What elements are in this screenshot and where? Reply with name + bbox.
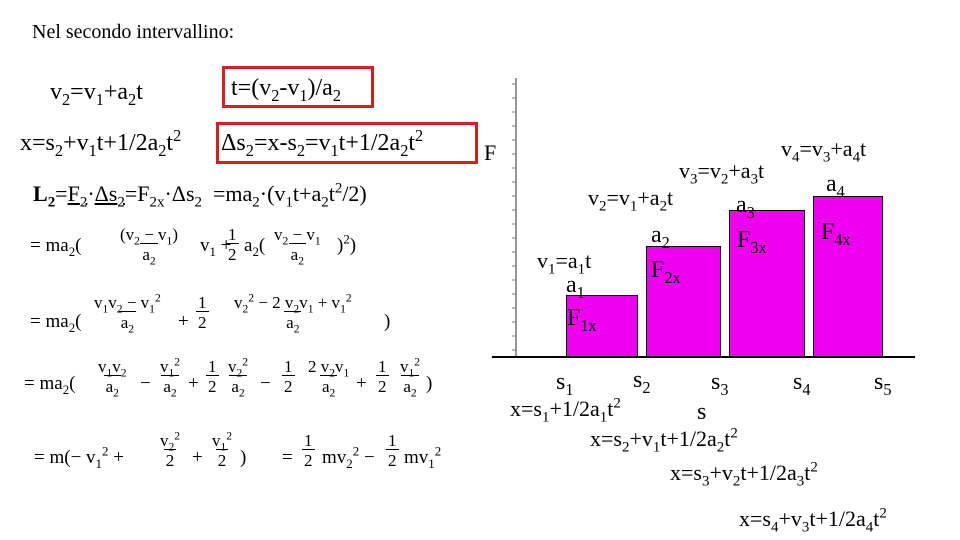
s5-label: s5	[874, 369, 892, 399]
x3-equation: x=s3+v2t+1/2a3t2	[670, 459, 818, 490]
x1-equation: x=s1+1/2a1t2	[510, 395, 621, 426]
a1-label: a1	[566, 272, 585, 302]
force-axis-label: F	[484, 140, 497, 165]
a2-label: a2	[651, 222, 670, 252]
v3-equation: v3=v2+a3t	[679, 158, 765, 188]
t-equation-box	[222, 66, 374, 108]
force-bar-2	[646, 246, 721, 357]
x4-equation: x=s4+v3t+1/2a4t2	[739, 505, 887, 536]
v1-equation: v1=a1t	[537, 248, 592, 278]
x2-equation: x=s2+v1t+1/2a2t2	[590, 425, 738, 456]
y-axis-ticks	[512, 83, 516, 351]
page-title: Nel secondo intervallino:	[32, 21, 235, 43]
ds2-equation: Δs2=x-s2=v1t+1/2a2t2	[221, 126, 424, 160]
v4-equation: v4=v3+a4t	[781, 136, 867, 166]
f1x-label: F1x	[567, 305, 597, 335]
ds2-equation-box	[216, 122, 478, 164]
a3-label: a3	[736, 192, 755, 222]
v2-graph-equation: v2=v1+a2t	[588, 185, 674, 215]
v2-equation: v2=v1+a2t	[50, 79, 143, 109]
f3x-label: F3x	[737, 227, 767, 257]
a4-label: a4	[826, 171, 845, 201]
t-equation: t=(v2-v1)/a2	[231, 75, 341, 105]
f4x-label: F4x	[821, 219, 851, 249]
s1-label: s1	[556, 369, 574, 399]
s-label: s	[697, 399, 707, 425]
s2-label: s2	[633, 367, 651, 397]
x-equation: x=s2+v1t+1/2a2t2	[20, 126, 182, 160]
force-bar-3	[729, 210, 805, 357]
force-bar-1	[566, 295, 638, 357]
f2x-label: F2x	[651, 257, 681, 287]
s3-label: s3	[711, 369, 729, 399]
work-equation: L2=F2·Δs2=F2x·Δs2 =ma2·(v1t+a2t2/2)	[33, 180, 367, 211]
s4-label: s4	[793, 369, 811, 399]
force-bar-4	[813, 196, 883, 357]
